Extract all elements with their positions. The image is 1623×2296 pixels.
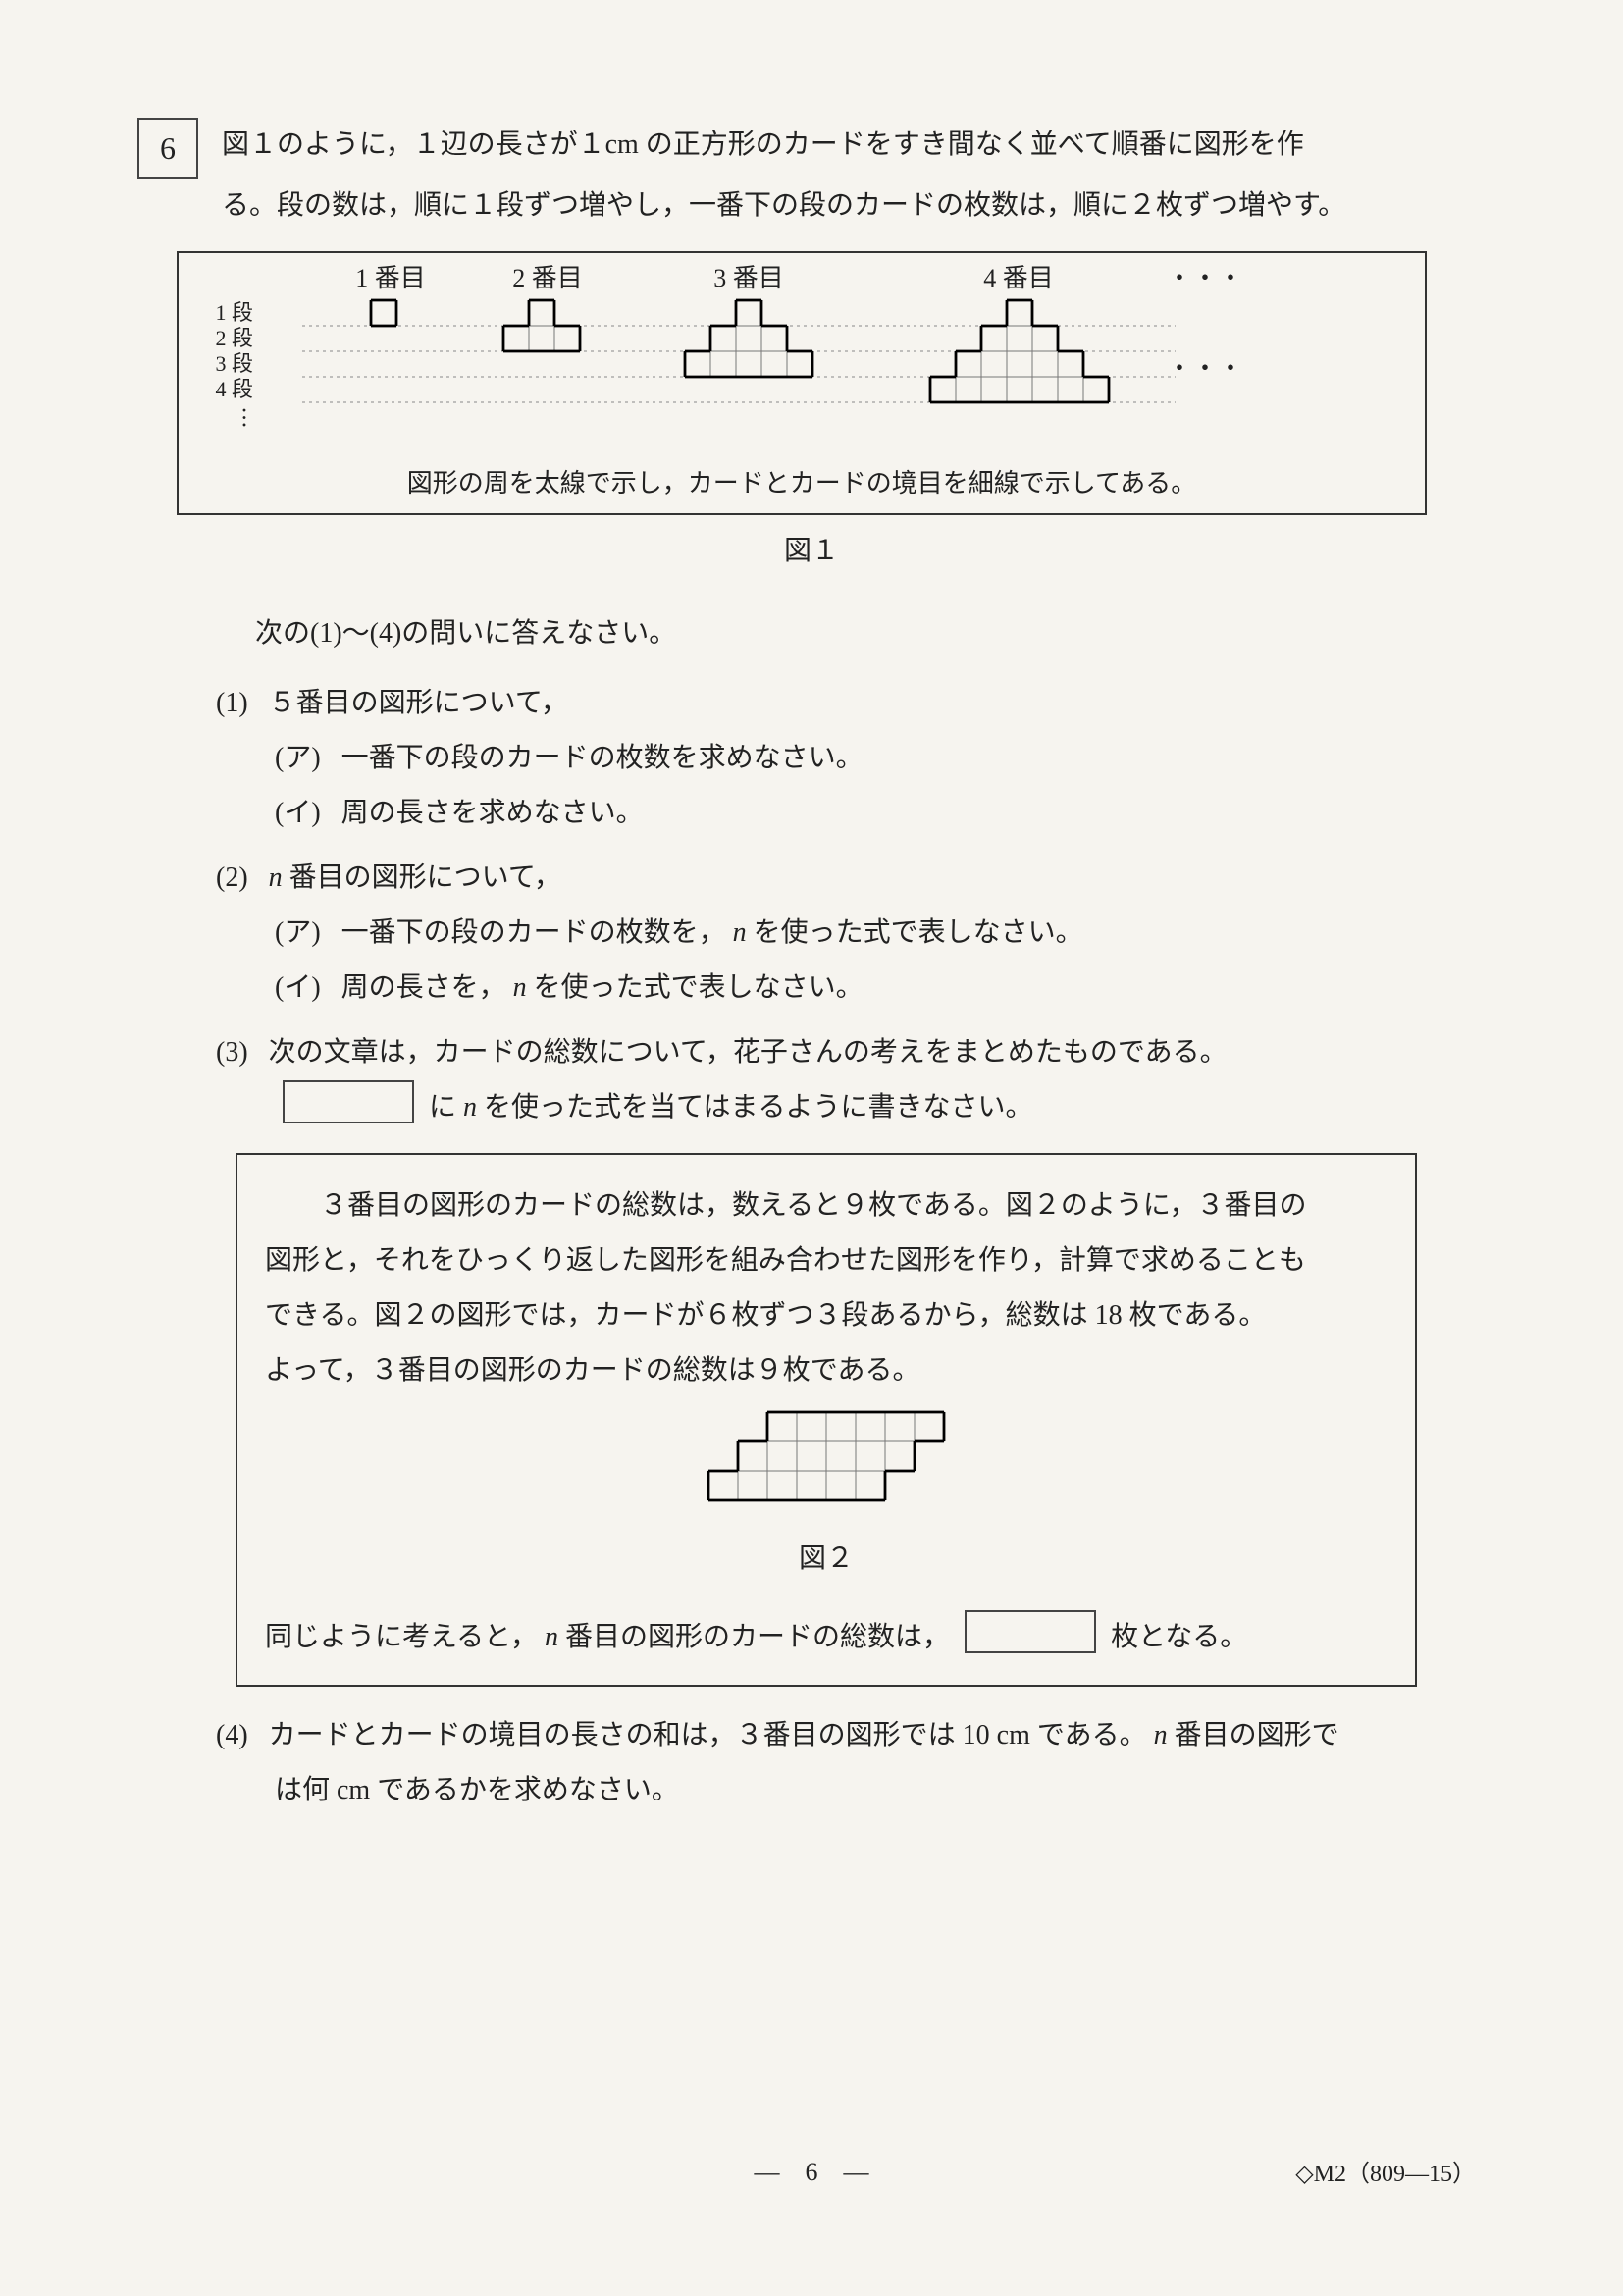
q2a: (ア) 一番下の段のカードの枚数を， n を使った式で表しなさい。 [275, 906, 1486, 961]
q3-line1: 次の文章は，カードの総数について，花子さんの考えをまとめたものである。 [269, 1037, 1228, 1068]
box3-last: 同じように考えると， n 番目の図形のカードの総数は， 枚となる。 [265, 1610, 1387, 1665]
q4-n: n [1154, 1720, 1168, 1750]
figure2-svg [705, 1408, 948, 1504]
svg-text:1 段: 1 段 [215, 300, 253, 325]
q2-text: 番目の図形について， [289, 862, 561, 893]
q3-l2-pre: に [429, 1092, 463, 1122]
q2b: (イ) 周の長さを， n を使った式で表しなさい。 [275, 961, 1486, 1016]
question-head: 6 図１のように，１辺の長さが１cm の正方形のカードをすき間なく並べて順番に図… [137, 118, 1486, 179]
q1a-text: 一番下の段のカードの枚数を求めなさい。 [341, 743, 864, 773]
blank-box-q3 [283, 1080, 414, 1123]
q2-num: (2) [216, 862, 248, 893]
svg-text:4 番目: 4 番目 [983, 264, 1054, 292]
q1b-text: 周の長さを求めなさい。 [341, 798, 644, 828]
q3-line2: に n を使った式を当てはまるように書きなさい。 [275, 1080, 1486, 1135]
q2a-num: (ア) [275, 917, 321, 948]
figure2-label: 図２ [265, 1532, 1387, 1587]
figure1-svg: 1 番目2 番目3 番目4 番目・・・1 段2 段3 段4 段︙・・・ [194, 261, 1254, 447]
q1-num: (1) [216, 688, 248, 718]
q3-n: n [463, 1092, 477, 1122]
figure2-wrap: 図２ [265, 1408, 1387, 1587]
q2a-post: を使った式で表しなさい。 [754, 917, 1083, 948]
q1a: (ア) 一番下の段のカードの枚数を求めなさい。 [275, 731, 1486, 786]
box3: ３番目の図形のカードの総数は，数えると９枚である。図２のように，３番目の 図形と… [236, 1153, 1417, 1687]
q1b-num: (イ) [275, 798, 321, 828]
svg-text:3 段: 3 段 [215, 351, 253, 376]
exam-page: 6 図１のように，１辺の長さが１cm の正方形のカードをすき間なく並べて順番に図… [0, 0, 1623, 2296]
q4: (4) カードとカードの境目の長さの和は，３番目の図形では 10 cm である。… [216, 1708, 1486, 1763]
q1a-num: (ア) [275, 743, 321, 773]
q2a-pre: 一番下の段のカードの枚数を， [341, 917, 726, 948]
q2a-n: n [733, 917, 747, 948]
q1b: (イ) 周の長さを求めなさい。 [275, 786, 1486, 841]
q3: (3) 次の文章は，カードの総数について，花子さんの考えをまとめたものである。 [216, 1025, 1486, 1080]
q2-n: n [269, 862, 283, 893]
box3-p4: よって，３番目の図形のカードの総数は９枚である。 [265, 1343, 1387, 1398]
q4-num: (4) [216, 1720, 248, 1750]
svg-text:3 番目: 3 番目 [713, 264, 784, 292]
lead-line2: る。段の数は，順に１段ずつ増やし，一番下の段のカードの枚数は，順に２枚ずつ増やす… [137, 179, 1486, 234]
box3-last-mid: 番目の図形のカードの総数は， [565, 1622, 950, 1652]
box3-last-post: 枚となる。 [1111, 1622, 1247, 1652]
figure1-label: 図１ [137, 529, 1486, 568]
svg-text:・・・: ・・・ [1167, 354, 1243, 383]
q1-text: ５番目の図形について， [269, 688, 568, 718]
q4-l1-post: 番目の図形で [1175, 1720, 1339, 1750]
svg-text:︙: ︙ [234, 406, 255, 431]
q3-num: (3) [216, 1037, 248, 1068]
figure1-box: 1 番目2 番目3 番目4 番目・・・1 段2 段3 段4 段︙・・・ 図形の周… [177, 251, 1427, 515]
q2b-post: を使った式で表しなさい。 [534, 972, 864, 1003]
svg-text:2 番目: 2 番目 [512, 264, 583, 292]
q1: (1) ５番目の図形について， [216, 676, 1486, 731]
lead-line1: 図１のように，１辺の長さが１cm の正方形のカードをすき間なく並べて順番に図形を… [222, 130, 1304, 160]
instruction: 次の(1)～(4)の問いに答えなさい。 [255, 607, 1486, 660]
figure1-note: 図形の周を太線で示し，カードとカードの境目を細線で示してある。 [194, 463, 1409, 499]
svg-text:・・・: ・・・ [1167, 264, 1243, 292]
q2: (2) n 番目の図形について， [216, 851, 1486, 906]
svg-text:2 段: 2 段 [215, 326, 253, 350]
q4-l1-pre: カードとカードの境目の長さの和は，３番目の図形では 10 cm である。 [269, 1720, 1147, 1750]
q2b-n: n [513, 972, 527, 1003]
q3-l2-post: を使った式を当てはまるように書きなさい。 [484, 1092, 1032, 1122]
questions: (1) ５番目の図形について， (ア) 一番下の段のカードの枚数を求めなさい。 … [216, 676, 1486, 1135]
box3-p1: ３番目の図形のカードの総数は，数えると９枚である。図２のように，３番目の [265, 1178, 1387, 1233]
q4-l2: は何 cm であるかを求めなさい。 [275, 1763, 1486, 1818]
box3-p2: 図形と，それをひっくり返した図形を組み合わせた図形を作り，計算で求めることも [265, 1233, 1387, 1288]
doc-code: ◇M2（809—15） [1295, 2154, 1476, 2188]
blank-box-box3 [965, 1610, 1096, 1653]
q4-wrap: (4) カードとカードの境目の長さの和は，３番目の図形では 10 cm である。… [216, 1708, 1486, 1818]
box3-n: n [545, 1622, 558, 1652]
box3-last-pre: 同じように考えると， [265, 1622, 538, 1652]
svg-text:4 段: 4 段 [215, 377, 253, 401]
svg-text:1 番目: 1 番目 [355, 264, 426, 292]
page-footer: — 6 — ◇M2（809—15） [0, 2152, 1623, 2188]
question-number-box: 6 [137, 118, 198, 179]
box3-p3: できる。図２の図形では，カードが６枚ずつ３段あるから，総数は 18 枚である。 [265, 1288, 1387, 1343]
q2b-num: (イ) [275, 972, 321, 1003]
q2b-pre: 周の長さを， [341, 972, 506, 1003]
